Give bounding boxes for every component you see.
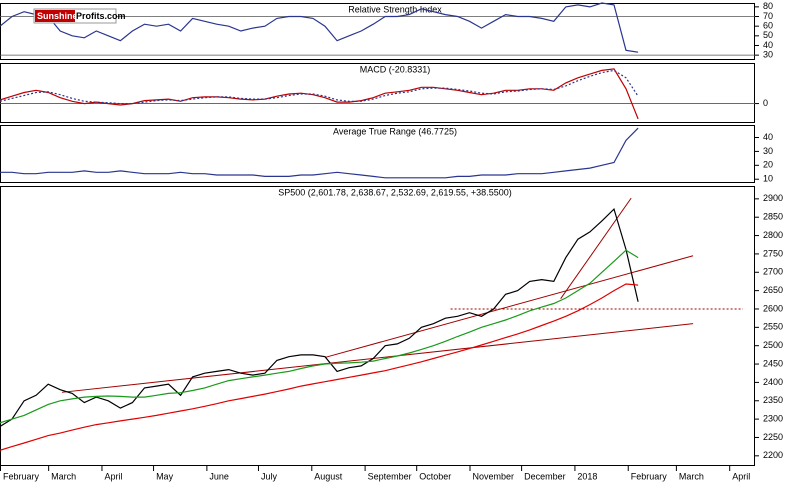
logo-red	[35, 10, 75, 22]
y-tick-label: 2650	[763, 285, 783, 295]
y-tick-label: 0	[763, 98, 768, 108]
y-tick-label: 2550	[763, 322, 783, 332]
y-tick-label: 10	[763, 174, 773, 184]
y-tick-label: 50	[763, 30, 773, 40]
series-line	[0, 68, 639, 120]
panel-frame	[0, 63, 755, 123]
x-tick-label: May	[156, 471, 174, 481]
y-tick-label: 2800	[763, 230, 783, 240]
x-tick-label: April	[732, 471, 750, 481]
y-tick-label: 40	[763, 132, 773, 142]
y-tick-label: 2700	[763, 267, 783, 277]
y-tick-label: 2450	[763, 358, 783, 368]
series-line	[0, 283, 639, 451]
y-tick-label: 30	[763, 50, 773, 60]
panel-title: Average True Range (46.7725)	[333, 126, 457, 136]
y-tick-label: 70	[763, 11, 773, 21]
series-line	[0, 127, 639, 179]
panel-title: Relative Strength Index	[348, 4, 442, 14]
panel-frame	[0, 186, 755, 466]
series-line	[0, 2, 639, 53]
logo-text: Profits.com	[76, 11, 126, 21]
series-line	[0, 207, 639, 428]
x-tick-label: February	[631, 471, 668, 481]
y-tick-label: 2600	[763, 303, 783, 313]
y-tick-label: 40	[763, 40, 773, 50]
y-tick-label: 30	[763, 146, 773, 156]
x-tick-label: August	[314, 471, 343, 481]
y-tick-label: 2300	[763, 413, 783, 423]
panel-title: SP500 (2,601.78, 2,638.67, 2,532.69, 2,6…	[278, 187, 511, 197]
y-tick-label: 2500	[763, 340, 783, 350]
y-tick-label: 60	[763, 21, 773, 31]
x-tick-label: March	[51, 471, 76, 481]
x-tick-label: October	[419, 471, 451, 481]
x-tick-label: March	[679, 471, 704, 481]
y-tick-label: 2350	[763, 395, 783, 405]
y-tick-label: 2750	[763, 248, 783, 258]
trend-line	[560, 197, 632, 299]
x-tick-label: 2018	[577, 471, 597, 481]
series-line	[0, 69, 639, 105]
x-tick-label: June	[209, 471, 229, 481]
x-tick-label: February	[3, 471, 40, 481]
x-tick-label: December	[524, 471, 566, 481]
x-tick-label: July	[261, 471, 278, 481]
panel-frame	[0, 3, 755, 60]
y-tick-label: 20	[763, 160, 773, 170]
y-tick-label: 2850	[763, 212, 783, 222]
series-line	[0, 249, 639, 424]
y-tick-label: 2900	[763, 193, 783, 203]
logo-text: Sunshine	[37, 11, 78, 21]
y-tick-label: 80	[763, 1, 773, 11]
y-tick-label: 2400	[763, 377, 783, 387]
x-tick-label: April	[104, 471, 122, 481]
panel-title: MACD (-20.8331)	[360, 64, 431, 74]
panel-frame	[0, 125, 755, 183]
y-tick-label: 2200	[763, 450, 783, 460]
x-tick-label: September	[368, 471, 412, 481]
trend-line	[61, 323, 694, 393]
y-tick-label: 2250	[763, 432, 783, 442]
x-tick-label: November	[473, 471, 515, 481]
